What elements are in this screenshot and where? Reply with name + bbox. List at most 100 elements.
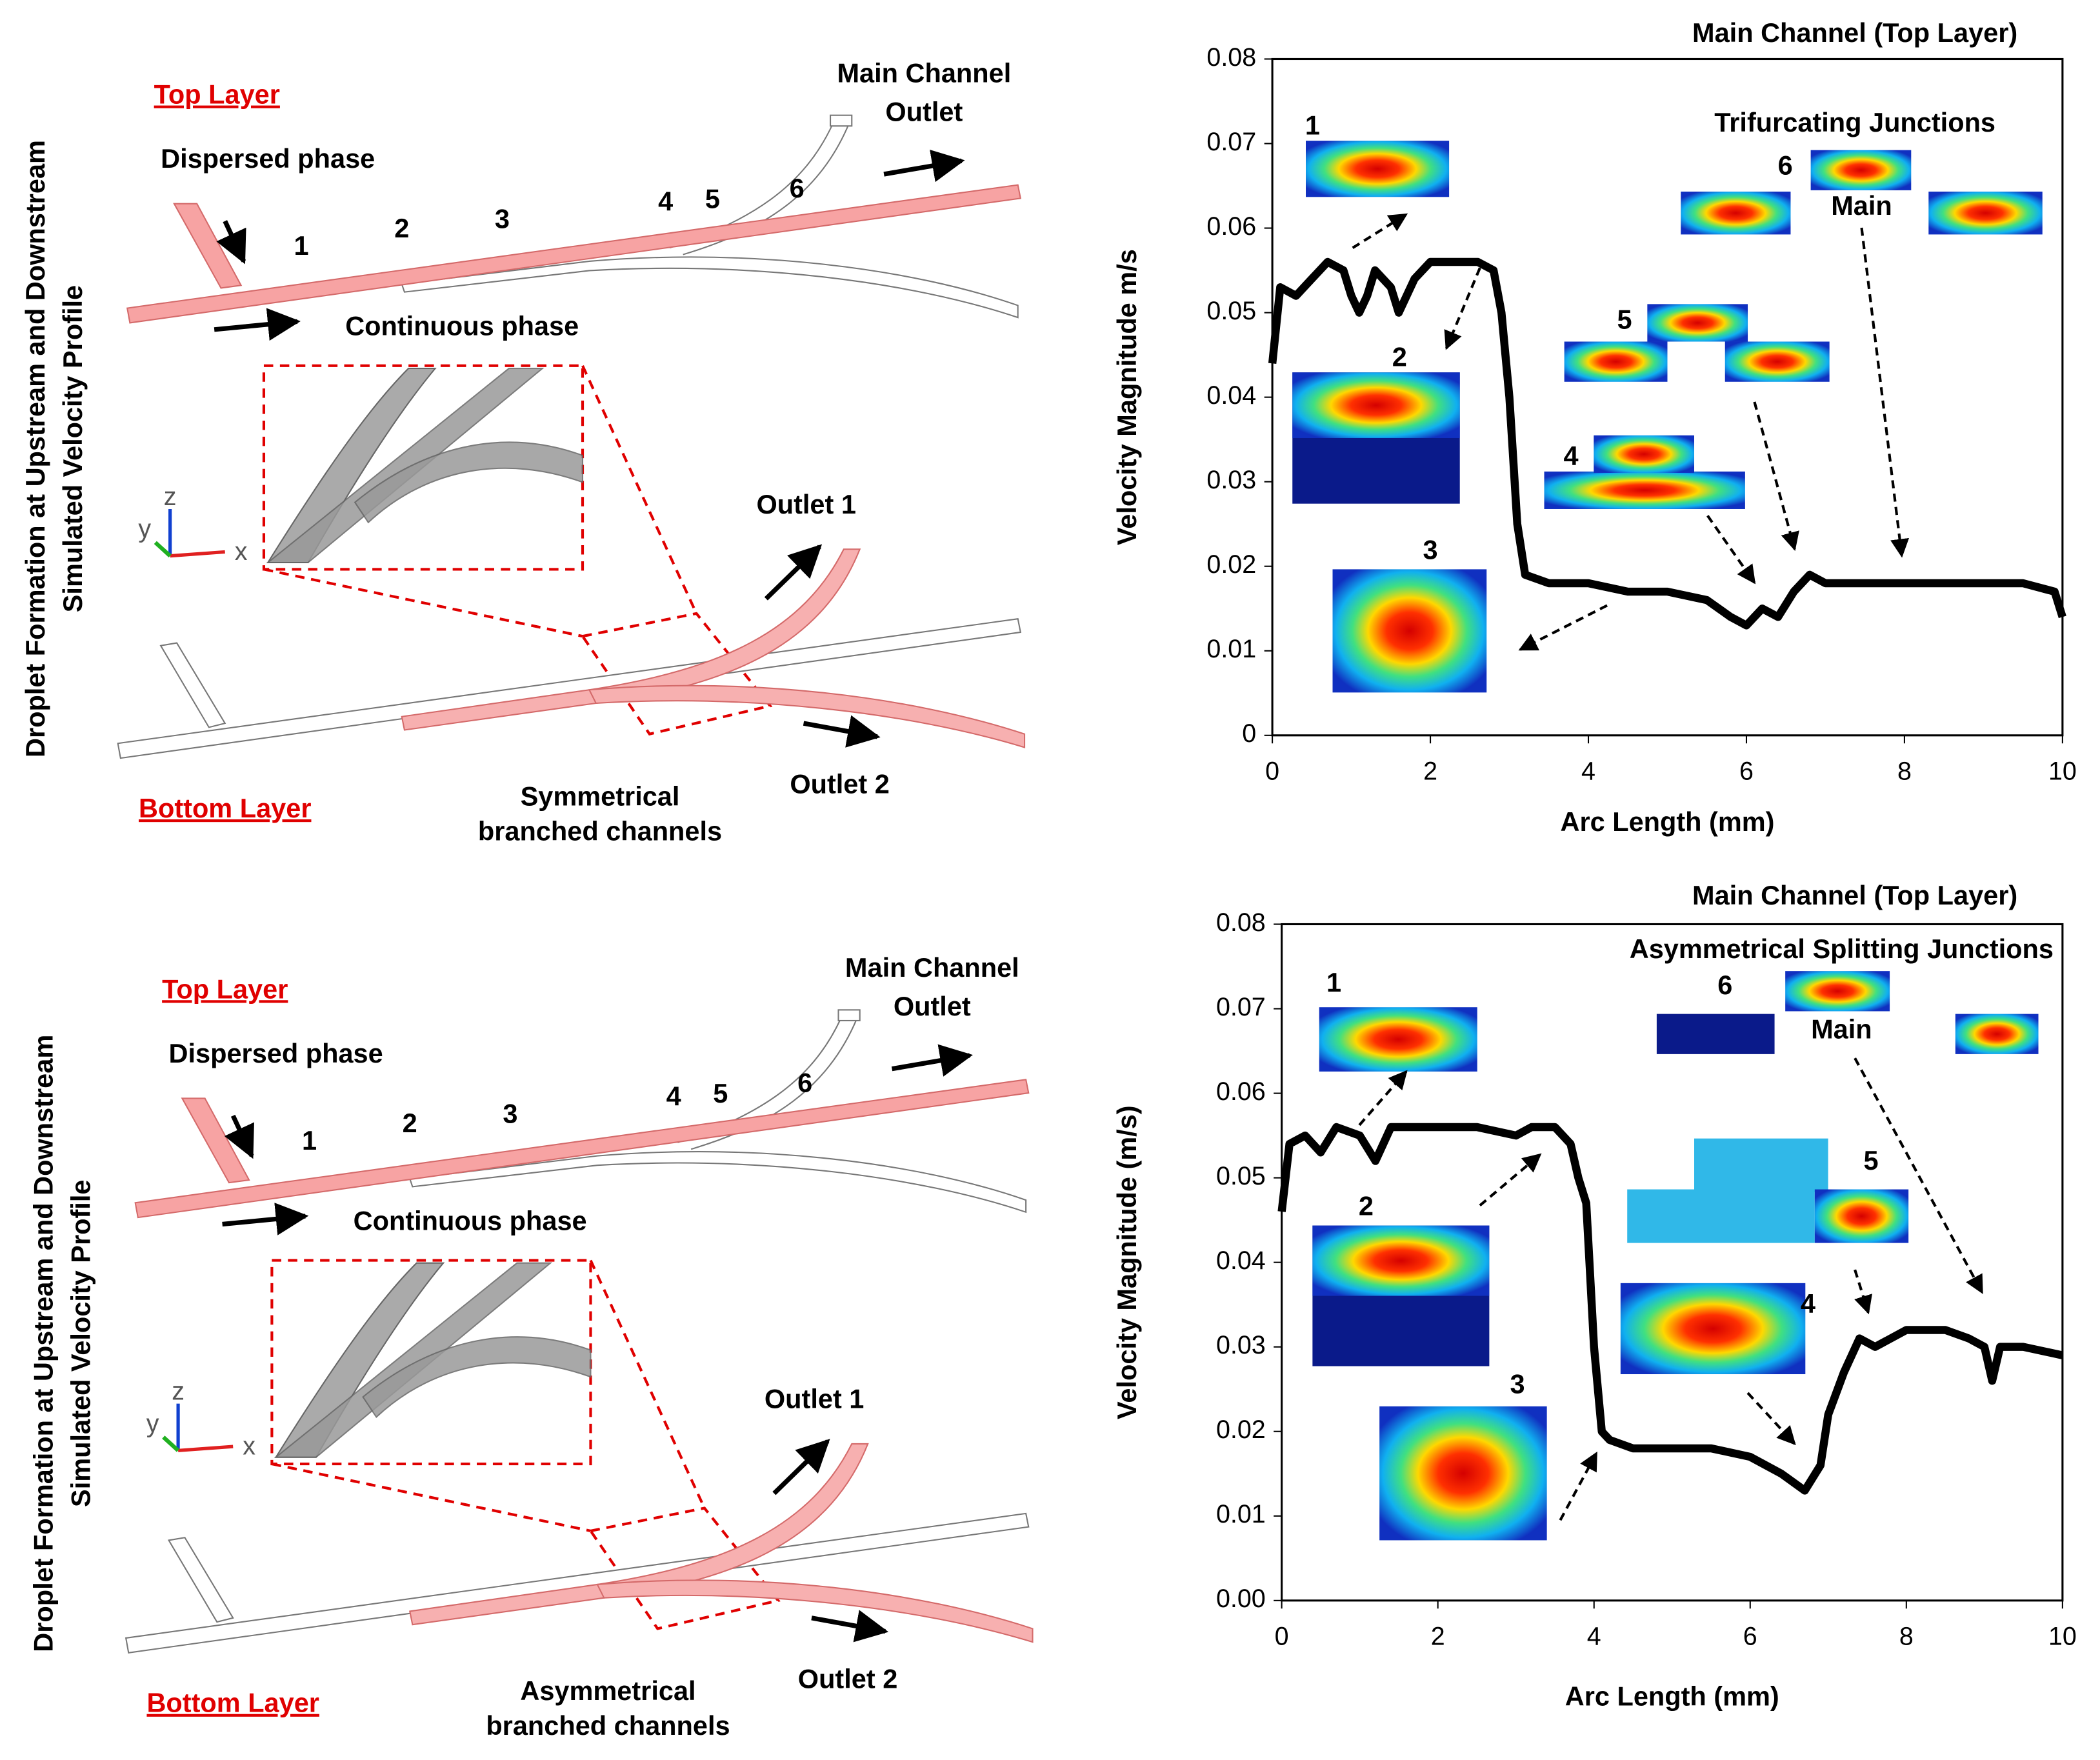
label: Outlet 2 bbox=[790, 769, 890, 799]
zoom-branch bbox=[274, 1262, 445, 1458]
arrow bbox=[764, 544, 823, 601]
branch-channel bbox=[408, 1151, 1027, 1214]
axis-y bbox=[154, 541, 172, 557]
arrow bbox=[224, 1114, 254, 1159]
label: 5 bbox=[705, 183, 720, 214]
label: Main Channel bbox=[837, 57, 1011, 88]
inset bbox=[1725, 341, 1830, 382]
arrow bbox=[216, 220, 246, 265]
label: Outlet 2 bbox=[798, 1663, 898, 1694]
chart: 0.00 0.01 0.02 0.03 0.04 0.05 0.06 0.07 0.08 0 2 4 6… bbox=[1112, 880, 2077, 1711]
y-tick-label: 0.06 bbox=[1206, 212, 1256, 241]
label: Asymmetrical bbox=[520, 1675, 695, 1706]
x-tick-label: 10 bbox=[2048, 757, 2077, 785]
inset bbox=[1305, 141, 1450, 197]
label: y bbox=[138, 515, 151, 543]
label: Outlet 1 bbox=[765, 1383, 865, 1414]
label: Main Channel bbox=[845, 952, 1019, 983]
y-tick-label: 0.00 bbox=[1216, 1585, 1266, 1613]
label: Bottom Layer bbox=[146, 1688, 319, 1718]
label: z bbox=[172, 1377, 185, 1405]
label: Droplet Formation at Upstream and Downst… bbox=[28, 1035, 59, 1652]
annotation: 5 bbox=[1617, 304, 1632, 334]
inlet-channel bbox=[167, 1537, 234, 1623]
x-tick-label: 2 bbox=[1423, 757, 1437, 785]
label: Outlet 1 bbox=[756, 489, 856, 519]
inlet-channel bbox=[173, 203, 243, 289]
zoom-branch bbox=[354, 441, 584, 524]
outlet-cap bbox=[837, 1009, 861, 1022]
inset bbox=[1564, 341, 1668, 382]
branch-pink bbox=[596, 1579, 1034, 1643]
inset bbox=[1647, 304, 1748, 342]
arrow bbox=[222, 1203, 309, 1235]
label: 6 bbox=[790, 173, 805, 203]
annotation: 4 bbox=[1563, 441, 1578, 471]
label: 4 bbox=[666, 1081, 681, 1111]
chart-title: Main Channel (Top Layer) bbox=[1692, 17, 2017, 48]
annotation: Main bbox=[1831, 190, 1892, 221]
inset bbox=[1332, 569, 1487, 693]
label: Simulated Velocity Profile bbox=[57, 285, 88, 612]
label: Symmetrical bbox=[521, 781, 680, 811]
y-tick-label: 0.06 bbox=[1216, 1077, 1266, 1106]
annotation: 1 bbox=[1305, 110, 1320, 140]
y-tick-label: 0.05 bbox=[1206, 297, 1256, 325]
label: 1 bbox=[302, 1125, 317, 1155]
y-tick-label: 0.08 bbox=[1206, 43, 1256, 72]
y-tick-label: 0.07 bbox=[1206, 128, 1256, 156]
y-tick-label: 0.02 bbox=[1216, 1415, 1266, 1444]
outlet-cap bbox=[830, 114, 853, 127]
y-tick-label: 0.04 bbox=[1206, 381, 1256, 410]
dashed-arrow bbox=[1854, 1057, 1984, 1294]
dashed-arrow bbox=[1518, 604, 1608, 651]
axis-y bbox=[162, 1435, 180, 1452]
label: Droplet Formation at Upstream and Downst… bbox=[20, 140, 50, 757]
axis-x bbox=[170, 550, 225, 558]
y-tick-label: 0.08 bbox=[1216, 908, 1266, 937]
inset bbox=[1544, 471, 1745, 509]
y-tick-label: 0.02 bbox=[1206, 550, 1256, 579]
label: Outlet bbox=[885, 97, 963, 127]
annotation: 4 bbox=[1801, 1288, 1815, 1319]
annotation: 3 bbox=[1510, 1369, 1525, 1399]
label: 1 bbox=[294, 230, 309, 261]
y-tick-label: 0.03 bbox=[1206, 466, 1256, 494]
label: x bbox=[243, 1432, 255, 1461]
label: Top Layer bbox=[162, 974, 288, 1004]
annotation: 1 bbox=[1326, 967, 1341, 997]
x-tick-label: 8 bbox=[1899, 1622, 1914, 1650]
annotation: Main bbox=[1811, 1014, 1872, 1045]
y-tick-label: 0.05 bbox=[1216, 1162, 1266, 1190]
dashed-arrow bbox=[1479, 1153, 1542, 1207]
inlet-channel bbox=[181, 1097, 250, 1184]
zoom-branch bbox=[266, 367, 437, 564]
label: 5 bbox=[713, 1078, 728, 1108]
inset bbox=[1312, 1225, 1490, 1296]
inset bbox=[1379, 1406, 1547, 1541]
x-tick-label: 4 bbox=[1587, 1622, 1601, 1650]
label: branched channels bbox=[478, 815, 722, 846]
data-line bbox=[1268, 257, 2066, 630]
axis-x bbox=[177, 1445, 234, 1452]
x-tick-label: 2 bbox=[1431, 1622, 1445, 1650]
annotation: 6 bbox=[1717, 970, 1732, 1000]
main-channel bbox=[125, 1512, 1030, 1654]
inset bbox=[1319, 1007, 1477, 1072]
arrow bbox=[772, 1439, 830, 1495]
label: 3 bbox=[503, 1098, 517, 1128]
inset bbox=[1814, 1189, 1909, 1243]
label: Dispersed phase bbox=[161, 143, 375, 174]
y-axis-label: Velocity Magnitude (m/s) bbox=[1112, 1105, 1142, 1419]
arrow bbox=[811, 1610, 889, 1643]
dashed-arrow bbox=[1753, 401, 1799, 552]
main-channel bbox=[126, 184, 1022, 324]
dashed-arrow bbox=[1860, 227, 1910, 558]
y-tick-label: 0.03 bbox=[1216, 1331, 1266, 1359]
chart-title: Main Channel (Top Layer) bbox=[1692, 880, 2017, 910]
y-tick-label: 0 bbox=[1242, 719, 1256, 748]
annotation: 3 bbox=[1423, 534, 1438, 565]
inlet-channel bbox=[159, 642, 226, 728]
label: 2 bbox=[394, 213, 409, 243]
arrow bbox=[803, 715, 881, 748]
